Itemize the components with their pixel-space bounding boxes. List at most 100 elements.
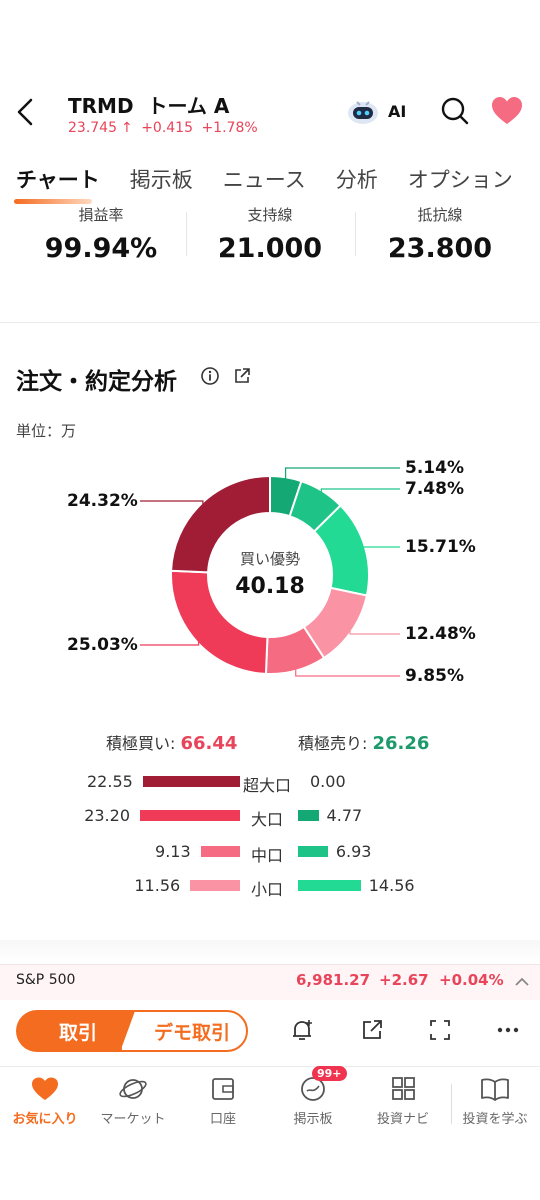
ai-assistant-button[interactable]: AI [346,94,416,128]
tab-options[interactable]: オプション [407,168,513,192]
stat-support-line: 支持線 21.000 [185,204,355,264]
tab-chart[interactable]: チャート [14,164,100,204]
ai-label: AI [388,101,407,121]
buy-amount: 22.55 [87,772,133,791]
size-label: 中口 [251,846,284,865]
stat-value: 21.000 [217,233,323,264]
up-arrow-icon: ↑ [121,120,133,136]
stat-label: 損益率 [78,206,124,224]
section-title: 注文・約定分析 [16,369,177,395]
donut-leader-line [140,500,204,505]
stat-value: 99.94% [44,233,158,264]
donut-label: 7.48% [405,479,464,499]
donut-leader-line [284,467,400,480]
index-change: +2.67 [379,971,429,989]
buy-bar [142,776,240,787]
donut-label: 25.03% [67,635,138,655]
sell-amount: 4.77 [326,806,363,825]
donut-label: 9.85% [405,666,464,686]
buy-bar [190,880,240,891]
alert-bell-icon[interactable] [288,1016,316,1044]
donut-label: 5.14% [405,458,464,478]
more-icon[interactable] [494,1016,522,1044]
donut-leader-line [320,488,400,493]
buy-amount: 23.20 [84,806,130,825]
nav-label: 口座 [209,1112,236,1127]
donut-chart [140,467,400,677]
section-divider [0,322,540,323]
stat-value: 23.800 [387,233,493,264]
sell-bar [298,846,328,857]
stat-label: 支持線 [247,206,293,224]
nav-account[interactable]: 口座 [178,1076,268,1127]
nav-market[interactable]: マーケット [88,1076,178,1127]
donut-label: 24.32% [67,491,138,511]
search-icon[interactable] [440,96,470,126]
demo-trade-button[interactable]: デモ取引 [120,1010,248,1052]
nav-divider [0,1066,540,1067]
nav-label: お気に入り [12,1112,78,1127]
share-icon[interactable] [232,366,252,386]
stock-name: トーム A [147,94,230,118]
sell-bar [298,810,319,821]
tab-analysis[interactable]: 分析 [335,168,378,192]
index-value: 6,981.27 [296,971,371,989]
nav-separator [451,1084,452,1124]
tab-news[interactable]: ニュース [222,168,306,192]
tab-board[interactable]: 掲示板 [129,168,193,192]
nav-board[interactable]: 掲示板 [268,1076,358,1127]
fullscreen-icon[interactable] [426,1016,454,1044]
donut-label: 15.71% [405,537,476,557]
size-label: 大口 [251,810,284,829]
nav-learn[interactable]: 投資を学ぶ [450,1076,540,1127]
info-icon[interactable] [200,366,220,386]
stat-divider [355,212,356,256]
nav-label: マーケット [100,1112,166,1127]
nav-invest-navi[interactable]: 投資ナビ [358,1076,448,1127]
donut-center-label: 買い優勢 [239,550,300,568]
stat-label: 抵抗線 [417,206,463,224]
index-ticker-bar[interactable] [0,964,540,1000]
sell-amount: 6.93 [335,842,372,861]
nav-favorites[interactable]: お気に入り [0,1076,90,1127]
sell-amount: 0.00 [310,772,346,791]
trade-button[interactable]: 取引 [16,1010,140,1052]
buy-bar [140,810,240,821]
aggressive-sell: 積極売り: 26.26 [298,730,429,754]
favorite-heart-icon[interactable] [490,96,524,126]
donut-segment [170,474,271,574]
buy-amount: 11.56 [134,876,181,895]
price: 23.745 [68,120,117,136]
aggressive-sell-label: 積極売り: [298,734,368,753]
stat-profit-rate: 損益率 99.94% [16,204,186,264]
aggressive-buy-label: 積極買い: [106,734,176,753]
robot-icon [348,101,378,124]
donut-leader-line [362,546,400,548]
tab-bar: チャート 掲示板 ニュース 分析 オプション [14,164,540,204]
stat-divider [186,212,187,256]
unit-label: 単位：万 [16,422,77,440]
aggressive-buy: 積極買い: 66.44 [106,730,237,754]
nav-label: 投資を学ぶ [462,1112,528,1127]
nav-label: 掲示板 [293,1112,333,1127]
heart-icon [32,1077,58,1100]
share-icon[interactable] [358,1016,386,1044]
size-label: 超大口 [243,776,292,795]
aggressive-sell-value: 26.26 [372,733,430,754]
price-change-pct: +1.78% [201,120,258,136]
aggressive-buy-value: 66.44 [180,733,238,754]
sell-bar [298,880,361,891]
back-arrow-icon[interactable] [14,96,38,128]
donut-leader-line [140,640,200,646]
notification-badge: 99+ [312,1066,347,1081]
grid-icon [392,1077,415,1100]
price-change: +0.415 [141,120,193,136]
buy-bar [200,846,240,857]
chevron-up-icon[interactable] [514,974,530,988]
stat-resistance-line: 抵抗線 23.800 [355,204,525,264]
sell-amount: 14.56 [368,876,415,895]
stock-title: TRMD トーム A [68,90,229,119]
donut-center-value: 40.18 [235,574,305,599]
nav-label: 投資ナビ [376,1112,429,1127]
donut-leader-line [349,629,400,635]
